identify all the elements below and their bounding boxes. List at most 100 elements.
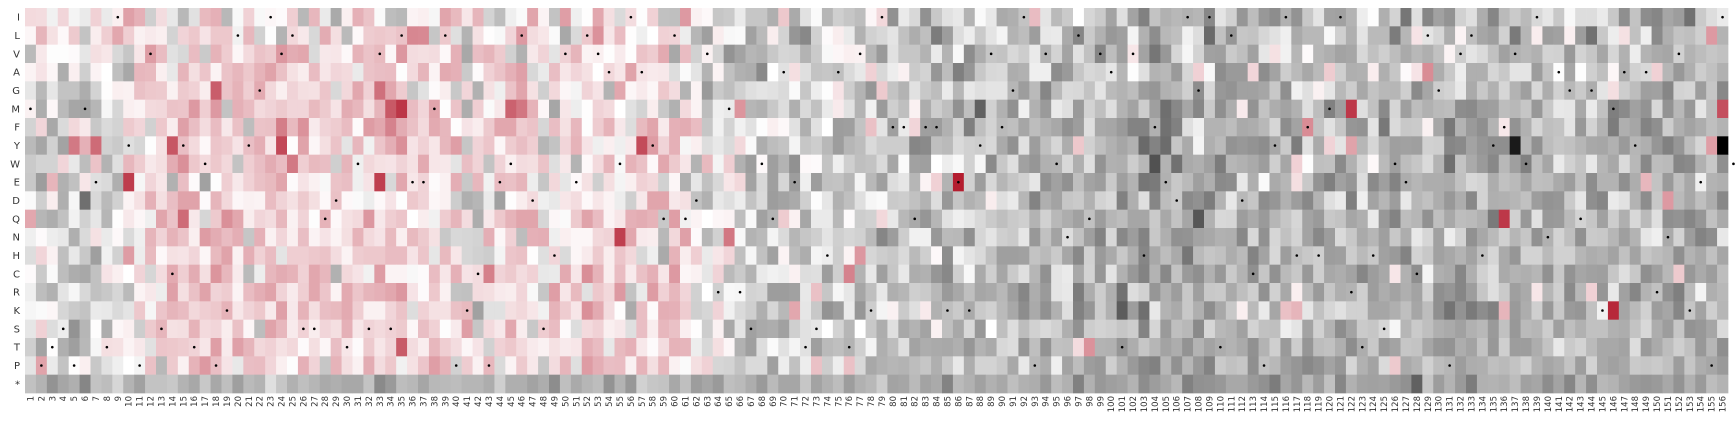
heatmap-cell bbox=[1629, 246, 1642, 266]
heatmap-cell bbox=[1269, 301, 1281, 321]
heatmap-cell bbox=[1225, 356, 1238, 376]
heatmap-cell bbox=[898, 8, 910, 27]
heatmap-cell bbox=[265, 264, 277, 284]
heatmap-cell bbox=[297, 154, 310, 174]
heatmap-cell bbox=[297, 301, 310, 321]
heatmap-cell bbox=[1411, 301, 1423, 321]
heatmap-cell bbox=[745, 246, 757, 266]
heatmap-cell bbox=[1673, 191, 1685, 211]
heatmap-cell bbox=[996, 246, 1008, 266]
wildtype-dot bbox=[684, 217, 687, 221]
heatmap-cell bbox=[1291, 8, 1303, 27]
heatmap-cell bbox=[647, 356, 659, 376]
heatmap-cell bbox=[1291, 154, 1303, 174]
x-tick-label: 10 bbox=[125, 396, 135, 407]
heatmap-cell bbox=[1029, 338, 1041, 357]
heatmap-cell bbox=[1542, 26, 1554, 46]
heatmap-cell bbox=[1651, 191, 1663, 211]
heatmap-cell bbox=[341, 301, 353, 321]
heatmap-cell bbox=[1640, 374, 1652, 394]
heatmap-cell bbox=[789, 301, 801, 321]
heatmap-cell bbox=[254, 246, 266, 266]
heatmap-cell bbox=[516, 338, 528, 357]
heatmap-cell bbox=[145, 26, 157, 46]
heatmap-cell bbox=[920, 191, 932, 211]
heatmap-cell bbox=[1651, 374, 1663, 394]
heatmap-cell bbox=[1476, 26, 1489, 46]
heatmap-cell bbox=[1662, 44, 1674, 64]
heatmap-cell bbox=[1706, 136, 1718, 156]
heatmap-cell bbox=[1291, 44, 1303, 64]
heatmap-cell bbox=[276, 356, 288, 376]
heatmap-cell bbox=[287, 81, 299, 101]
heatmap-cell bbox=[439, 81, 452, 101]
heatmap-cell bbox=[1105, 228, 1118, 247]
heatmap-cell bbox=[156, 264, 168, 284]
heatmap-cell bbox=[1193, 154, 1205, 174]
heatmap-cell bbox=[1007, 246, 1019, 266]
wildtype-dot bbox=[1219, 345, 1222, 349]
heatmap-cell bbox=[1400, 99, 1412, 119]
heatmap-cell bbox=[407, 209, 419, 229]
heatmap-cell bbox=[1269, 8, 1281, 27]
heatmap-cell bbox=[145, 118, 157, 137]
x-tick-label: 106 bbox=[1173, 396, 1183, 412]
heatmap-cell bbox=[832, 246, 845, 266]
heatmap-cell bbox=[472, 173, 484, 192]
heatmap-cell bbox=[505, 283, 517, 302]
x-tick-label: 77 bbox=[856, 396, 866, 407]
heatmap-cell bbox=[1291, 338, 1303, 357]
heatmap-cell bbox=[297, 374, 310, 394]
heatmap-cell bbox=[920, 63, 932, 82]
heatmap-cell bbox=[46, 283, 59, 302]
heatmap-cell bbox=[832, 8, 845, 27]
heatmap-cell bbox=[778, 8, 790, 27]
heatmap-cell bbox=[1640, 319, 1652, 339]
heatmap-cell bbox=[254, 118, 266, 137]
heatmap-cell bbox=[821, 228, 834, 247]
heatmap-cell bbox=[1291, 264, 1303, 284]
heatmap-cell bbox=[756, 173, 768, 192]
heatmap-cell bbox=[1225, 246, 1238, 266]
heatmap-cell bbox=[1444, 154, 1456, 174]
heatmap-cell bbox=[352, 338, 364, 357]
wildtype-dot bbox=[214, 364, 218, 367]
heatmap-cell bbox=[1149, 374, 1161, 394]
heatmap-cell bbox=[690, 264, 703, 284]
heatmap-cell bbox=[1455, 118, 1467, 137]
heatmap-cell bbox=[963, 338, 976, 357]
heatmap-cell bbox=[265, 154, 277, 174]
heatmap-cell bbox=[1629, 228, 1642, 247]
heatmap-cell bbox=[920, 26, 932, 46]
heatmap-cell bbox=[1695, 99, 1707, 119]
heatmap-cell bbox=[1706, 173, 1718, 192]
heatmap-cell bbox=[1214, 209, 1227, 229]
heatmap-cell bbox=[1695, 356, 1707, 376]
x-tick-label: 138 bbox=[1522, 396, 1532, 412]
heatmap-cell bbox=[1378, 136, 1390, 156]
heatmap-cell bbox=[1586, 228, 1598, 247]
heatmap-cell bbox=[516, 228, 528, 247]
heatmap-cell bbox=[1717, 301, 1729, 321]
heatmap-cell bbox=[985, 26, 997, 46]
heatmap-cell bbox=[963, 44, 976, 64]
heatmap-cell bbox=[1040, 173, 1052, 192]
x-tick-label: 78 bbox=[867, 396, 877, 407]
heatmap-cell bbox=[1083, 319, 1096, 339]
heatmap-cell bbox=[516, 136, 528, 156]
heatmap-cell bbox=[800, 81, 812, 101]
heatmap-cell bbox=[177, 246, 190, 266]
heatmap-cell bbox=[1051, 99, 1063, 119]
heatmap-cell bbox=[1717, 356, 1729, 376]
heatmap-cell bbox=[308, 44, 321, 64]
heatmap-cell bbox=[276, 63, 288, 82]
x-tick-label: 48 bbox=[540, 396, 550, 407]
heatmap-cell bbox=[1138, 26, 1150, 46]
heatmap-cell bbox=[1160, 246, 1172, 266]
heatmap-cell bbox=[527, 209, 539, 229]
heatmap-cell bbox=[428, 283, 441, 302]
heatmap-cell bbox=[723, 136, 735, 156]
heatmap-cell bbox=[723, 264, 735, 284]
heatmap-cell bbox=[1400, 118, 1412, 137]
x-tick-label: 1 bbox=[26, 396, 36, 401]
